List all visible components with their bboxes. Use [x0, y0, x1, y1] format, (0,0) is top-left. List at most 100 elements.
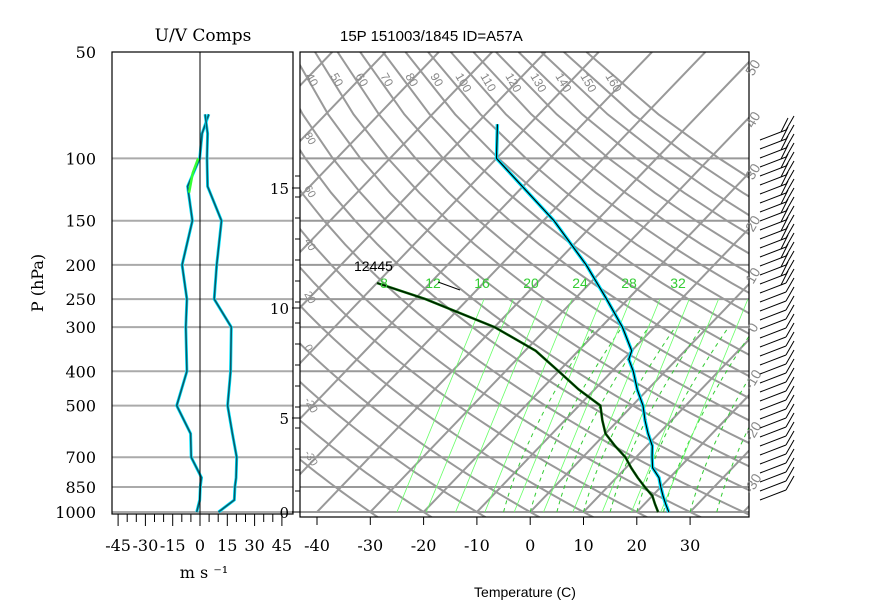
wind-barb-flag: [785, 313, 795, 329]
right-edge-label: 50: [742, 57, 764, 79]
wind-barb-flag: [780, 243, 789, 259]
wind-barb-flag: [780, 144, 789, 160]
isotherm: [300, 52, 547, 310]
uv-series: [175, 113, 239, 514]
isotherm: [422, 171, 749, 513]
uv-x-ticks: -45 -30 -15 0 15 30 45: [105, 514, 292, 555]
skewt-x-tick-label: 10: [573, 536, 593, 555]
wind-barb-staff: [759, 336, 787, 348]
uv-pressure-tick-label: 500: [65, 397, 96, 416]
uv-plot-frame: [111, 51, 294, 515]
isotherm: [582, 338, 749, 513]
annotation-leader: [437, 281, 461, 291]
wind-barb-flag: [785, 394, 795, 410]
wind-barb-staff: [759, 453, 787, 465]
wind-barb-staff: [759, 372, 787, 384]
potential-temp-label: 50: [327, 71, 346, 90]
mixing-ratio-label: 24: [572, 275, 588, 291]
mixing-ratio-line: [601, 298, 690, 513]
wind-barb-flag: [785, 277, 795, 293]
wind-barb-flag: [780, 180, 789, 196]
mixing-ratio-line: [425, 298, 514, 513]
wind-barb-flag: [780, 261, 789, 277]
mixing-ratio-label: 32: [670, 275, 686, 291]
skewt-x-tick-label: -20: [411, 536, 437, 555]
moist-adiabat: [609, 326, 703, 513]
uv-ylabel: P (hPa): [28, 254, 47, 312]
wind-barb-staff: [759, 417, 787, 429]
left-edge-label: 60: [301, 184, 318, 201]
dry-adiabat: [300, 380, 488, 517]
right-edge-label: -30: [741, 471, 765, 497]
wind-barb-flag: [780, 117, 789, 133]
uv-pressure-tick-label: 150: [65, 212, 96, 231]
wind-barb-flag: [785, 385, 795, 401]
dry-adiabat: [404, 52, 749, 335]
wind-barb-staff: [759, 426, 787, 438]
dry-adiabat: [382, 52, 749, 356]
wind-barb-flag: [785, 466, 795, 482]
height-tick-label: 5: [279, 410, 289, 428]
wind-barb-flag: [785, 403, 795, 419]
dry-adiabat: [450, 52, 749, 295]
dry-adiabat: [427, 52, 749, 315]
wind-barbs: [759, 115, 795, 501]
wind-barb-flag: [780, 234, 789, 250]
dry-adiabat: [563, 52, 749, 198]
wind-barb-flag: [780, 153, 789, 169]
isotherm: [300, 52, 707, 476]
uv-pressure-tick-label: 200: [65, 256, 96, 275]
wind-barb-staff: [759, 291, 787, 303]
wind-barb-staff: [759, 462, 787, 474]
potential-temp-label: 150: [577, 71, 599, 96]
dry-adiabat: [314, 52, 749, 422]
wind-barb-flag: [785, 439, 795, 455]
wind-barb-flag: [780, 171, 789, 187]
wind-barb-staff: [759, 354, 787, 366]
moist-adiabat: [663, 335, 749, 513]
uv-pressure-tick-label: 1000: [55, 503, 96, 522]
skewt-labels: -40 -30 -20 -10 0 10 20 30 0 5 10 15 8 12 16 20 24 28 32 40…: [270, 57, 765, 555]
height-tick-label: 0: [279, 504, 289, 522]
dry-adiabat: [300, 107, 749, 468]
wind-barb-flag: [780, 189, 789, 205]
left-edge-label: 80: [301, 131, 318, 148]
wind-barb-staff: [759, 345, 787, 357]
mixing-ratio-line: [513, 298, 602, 513]
wind-barb-staff: [759, 471, 787, 483]
mixing-ratio-line: [572, 298, 661, 513]
wind-barb-flag: [785, 349, 795, 365]
wind-barb-flag: [780, 225, 789, 241]
dry-adiabat: [300, 266, 649, 517]
uv-x-tick-label: 45: [272, 536, 292, 555]
wind-barb-flag: [785, 340, 795, 356]
mixing-ratio-label: 28: [621, 275, 637, 291]
mixing-ratio-line: [484, 298, 573, 513]
wind-barb-flag: [785, 268, 795, 284]
wind-barb-staff: [759, 300, 787, 312]
wind-barb-flag: [785, 331, 795, 347]
moist-adiabat: [503, 326, 596, 513]
right-edge-label: 40: [742, 109, 764, 131]
wind-barb-flag: [780, 126, 789, 142]
dry-adiabat: [300, 63, 749, 445]
moist-adiabat: [716, 426, 749, 513]
right-edge-label: 10: [742, 265, 764, 287]
wind-barb-flag: [785, 286, 795, 302]
wind-barb-flag: [780, 198, 789, 214]
left-edge-label: 20: [301, 290, 318, 307]
wind-barb-flag: [785, 457, 795, 473]
potential-temp-label: 140: [552, 71, 574, 96]
wind-barb-staff: [759, 381, 787, 393]
potential-temp-label: 40: [302, 71, 321, 90]
wind-barb-flag: [780, 207, 789, 223]
potential-temp-label: 60: [352, 71, 371, 90]
mixing-ratio-line: [396, 298, 485, 513]
uv-title: U/V Comps: [155, 26, 252, 46]
skewt-panel: -40 -30 -20 -10 0 10 20 30 0 5 10 15 8 12 16 20 24 28 32 40…: [270, 28, 795, 600]
uv-pressure-tick-label: 400: [65, 362, 96, 381]
skewt-plot-frame: [299, 51, 750, 518]
wind-barb-flag: [785, 412, 795, 428]
dry-adiabat: [300, 342, 542, 517]
